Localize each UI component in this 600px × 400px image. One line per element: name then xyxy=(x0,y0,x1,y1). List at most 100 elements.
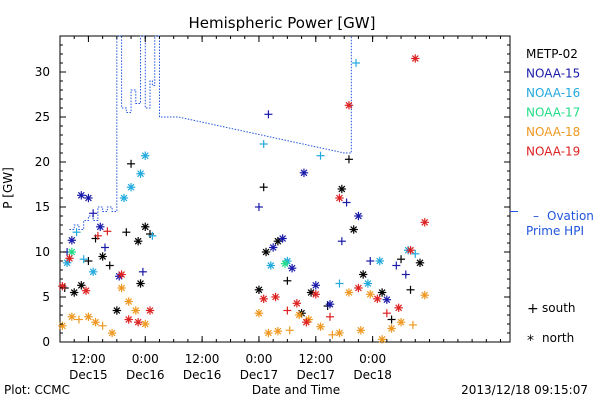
data-point-north xyxy=(133,237,143,246)
data-point-north xyxy=(280,259,290,268)
y-axis-label: P [GW] xyxy=(1,167,15,209)
data-point-north xyxy=(356,326,365,335)
data-point-north xyxy=(302,318,311,327)
data-point-north xyxy=(268,243,278,252)
data-point-south xyxy=(392,261,401,270)
data-point-north xyxy=(67,312,77,321)
y-tick-label: 20 xyxy=(35,155,50,169)
data-point-north xyxy=(335,328,344,338)
data-point-north xyxy=(259,294,268,303)
y-tick-label: 0 xyxy=(42,335,50,349)
data-point-south xyxy=(397,255,406,264)
data-point-south xyxy=(382,309,391,318)
data-point-south xyxy=(406,285,415,294)
x-tick-sublabel: Dec18 xyxy=(353,368,392,382)
data-point-north xyxy=(136,169,145,178)
data-point-north xyxy=(254,309,264,318)
data-point-south xyxy=(84,257,93,265)
data-point-south xyxy=(387,315,396,324)
x-tick-sublabel: Dec17 xyxy=(240,368,279,382)
data-point-south xyxy=(74,315,83,324)
data-point-north xyxy=(88,267,98,276)
data-point-north xyxy=(84,193,93,203)
data-point-north xyxy=(415,258,425,267)
north-label: north xyxy=(542,331,574,345)
symbol-legend: + south * north xyxy=(527,301,576,349)
data-point-north xyxy=(335,193,344,203)
data-point-north xyxy=(77,281,86,290)
data-point-south xyxy=(259,140,268,148)
data-point-north xyxy=(96,222,105,231)
south-label: south xyxy=(542,301,576,315)
data-point-north xyxy=(420,218,429,227)
data-point-south xyxy=(401,270,410,279)
data-point-north xyxy=(387,324,396,333)
data-point-south xyxy=(335,279,344,288)
data-point-north xyxy=(394,303,403,312)
data-point-north xyxy=(112,306,122,315)
data-point-north xyxy=(344,288,354,297)
data-point-north xyxy=(337,184,347,194)
data-point-south xyxy=(366,257,375,265)
data-point-north xyxy=(67,247,77,257)
y-axis: 0 5 10 15 20 25 30 xyxy=(35,44,510,349)
data-point-north xyxy=(126,183,136,192)
data-point-north xyxy=(325,300,335,309)
data-point-north xyxy=(119,193,129,203)
series-legend: METP-02 NOAA-15 NOAA-16 NOAA-17 NOAA-18 NOAA-… xyxy=(526,47,580,159)
data-point-south xyxy=(259,183,268,192)
data-point-north xyxy=(273,327,283,336)
ovation-legend: – Ovation Prime HPI xyxy=(526,209,594,238)
data-point-north xyxy=(377,288,387,297)
data-point-north xyxy=(81,286,91,295)
data-point-south xyxy=(326,312,334,321)
y-tick-label: 15 xyxy=(35,200,50,214)
data-point-south xyxy=(89,209,98,218)
legend-item-noaa-16: NOAA-16 xyxy=(526,86,580,100)
data-point-north xyxy=(366,290,375,299)
ovation-legend-line2: Prime HPI xyxy=(526,224,584,238)
data-point-south xyxy=(72,228,81,237)
data-point-north xyxy=(70,288,79,297)
data-point-south xyxy=(337,237,346,246)
x-axis-label: Date and Time xyxy=(252,383,340,397)
data-point-south xyxy=(264,110,273,119)
data-point-north xyxy=(124,315,133,324)
legend-item-noaa-19: NOAA-19 xyxy=(526,145,580,159)
data-point-north xyxy=(266,261,275,270)
data-point-north xyxy=(131,306,140,315)
ovation-line-layer xyxy=(69,35,518,230)
x-tick-label: 0:00 xyxy=(245,352,272,366)
y-tick-label: 30 xyxy=(35,65,50,79)
data-point-north xyxy=(382,295,392,304)
data-point-north xyxy=(136,279,145,288)
data-point-north xyxy=(58,282,67,291)
data-point-south xyxy=(283,306,292,315)
data-point-south xyxy=(408,320,417,329)
ovation-legend-line1: Ovation xyxy=(547,209,594,223)
y-tick-label: 25 xyxy=(35,110,50,124)
data-point-south xyxy=(93,231,102,240)
data-point-south xyxy=(352,59,361,67)
data-point-north xyxy=(133,318,143,327)
data-point-north xyxy=(141,319,150,329)
data-point-south xyxy=(328,330,337,339)
data-point-north xyxy=(271,292,280,302)
data-point-south xyxy=(105,261,114,270)
data-point-north xyxy=(287,264,297,273)
footer-left: Plot: CCMC xyxy=(4,383,70,397)
data-point-south xyxy=(316,151,325,160)
data-point-north xyxy=(124,297,133,306)
data-point-south xyxy=(79,255,88,264)
y-tick-label: 10 xyxy=(35,245,50,259)
data-point-north xyxy=(117,283,126,293)
data-point-north xyxy=(295,310,304,320)
data-point-north xyxy=(292,299,302,308)
plot-frame xyxy=(59,35,511,343)
data-point-south xyxy=(98,321,107,330)
data-point-north xyxy=(264,328,273,338)
data-point-north xyxy=(261,247,271,257)
data-point-south xyxy=(127,159,136,168)
x-tick-label: 12:00 xyxy=(71,352,106,366)
x-tick-sublabel: Dec17 xyxy=(297,368,336,382)
